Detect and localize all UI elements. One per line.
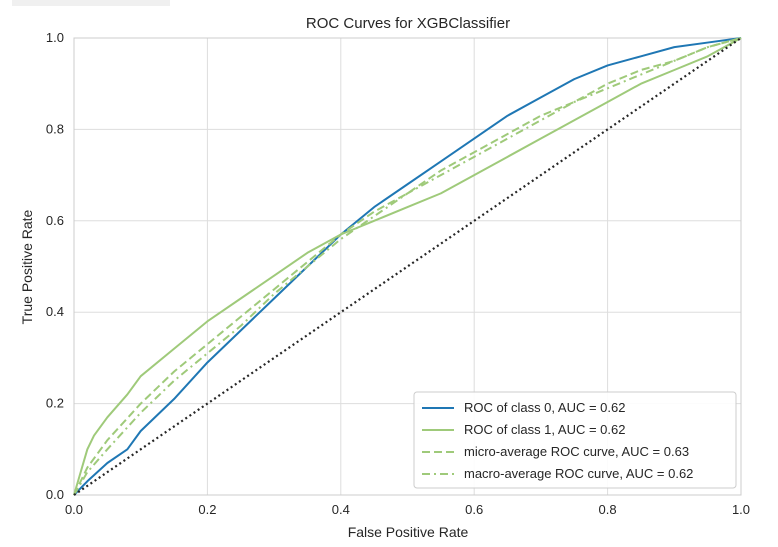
plot-frame (73, 37, 742, 496)
legend-label: micro-average ROC curve, AUC = 0.63 (464, 444, 689, 459)
legend-label: ROC of class 0, AUC = 0.62 (464, 400, 625, 415)
y-tick-label: 0.2 (46, 396, 64, 411)
grid (73, 37, 742, 496)
y-tick-label: 0.6 (46, 213, 64, 228)
chart-title: ROC Curves for XGBClassifier (306, 15, 510, 32)
x-tick-label: 0.8 (599, 502, 617, 517)
x-tick-label: 0.0 (65, 502, 83, 517)
y-tick-label: 1.0 (46, 30, 64, 45)
x-tick-label: 0.2 (198, 502, 216, 517)
series-line-2 (73, 37, 742, 496)
y-tick-label: 0.8 (46, 121, 64, 136)
x-tick-label: 1.0 (732, 502, 750, 517)
top-left-patch (12, 0, 170, 6)
series-line-3 (73, 37, 742, 496)
x-axis-label: False Positive Rate (348, 524, 469, 540)
x-tick-label: 0.6 (465, 502, 483, 517)
series-line-0 (73, 37, 742, 496)
legend-box (413, 391, 737, 489)
tick-labels: 0.0 0.2 0.4 0.6 0.8 1.0 0.0 0.2 0.4 0.6 0.8 1.0 (46, 30, 750, 517)
legend: ROC of class 0, AUC = 0.62 ROC of class 1… (413, 391, 737, 489)
y-axis-label: True Positive Rate (19, 209, 35, 324)
legend-label: macro-average ROC curve, AUC = 0.62 (464, 466, 693, 481)
x-tick-label: 0.4 (332, 502, 350, 517)
y-tick-label: 0.0 (46, 487, 64, 502)
y-tick-label: 0.4 (46, 304, 64, 319)
legend-items: ROC of class 0, AUC = 0.62 ROC of class 1… (422, 400, 693, 481)
series-layer (73, 37, 742, 496)
legend-label: ROC of class 1, AUC = 0.62 (464, 422, 625, 437)
